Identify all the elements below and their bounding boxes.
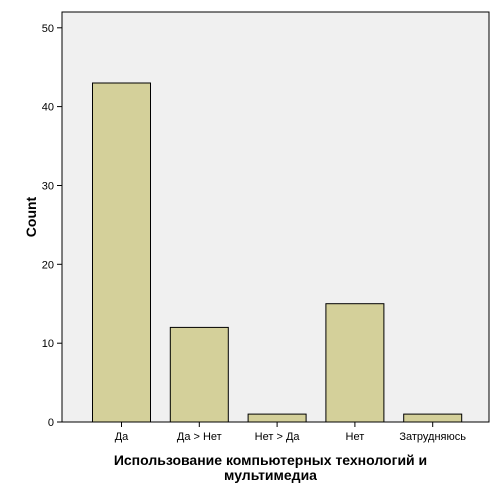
y-tick-label-2: 20 [42,259,54,271]
bar-1 [169,326,229,423]
y-axis-title: Count [23,196,39,237]
x-axis-title-line-2: мультимедиа [224,467,317,483]
y-tick-label-4: 40 [42,102,54,114]
bar-2 [247,413,307,423]
x-tick-label-4: Затрудняюсь [399,431,466,443]
bar-4 [403,413,463,423]
y-tick-label-3: 30 [42,181,54,193]
bars-group [92,82,463,423]
x-axis-title-line-1: Использование компьютерных технологий и [114,452,427,468]
x-tick-label-3: Нет [346,431,365,443]
x-axis-ticks: Да Да > Нет Нет > Да Нет Затрудняюсь [115,422,466,443]
y-tick-label-5: 50 [42,23,54,35]
x-tick-label-0: Да [115,431,129,443]
y-tick-label-0: 0 [48,417,54,429]
x-tick-label-2: Нет > Да [255,431,301,443]
y-tick-label-1: 10 [42,338,54,350]
bar-3 [325,303,385,423]
bar-0 [92,82,151,423]
x-tick-label-1: Да > Нет [177,431,222,443]
y-axis-ticks: 0 10 20 30 40 50 [42,23,62,429]
